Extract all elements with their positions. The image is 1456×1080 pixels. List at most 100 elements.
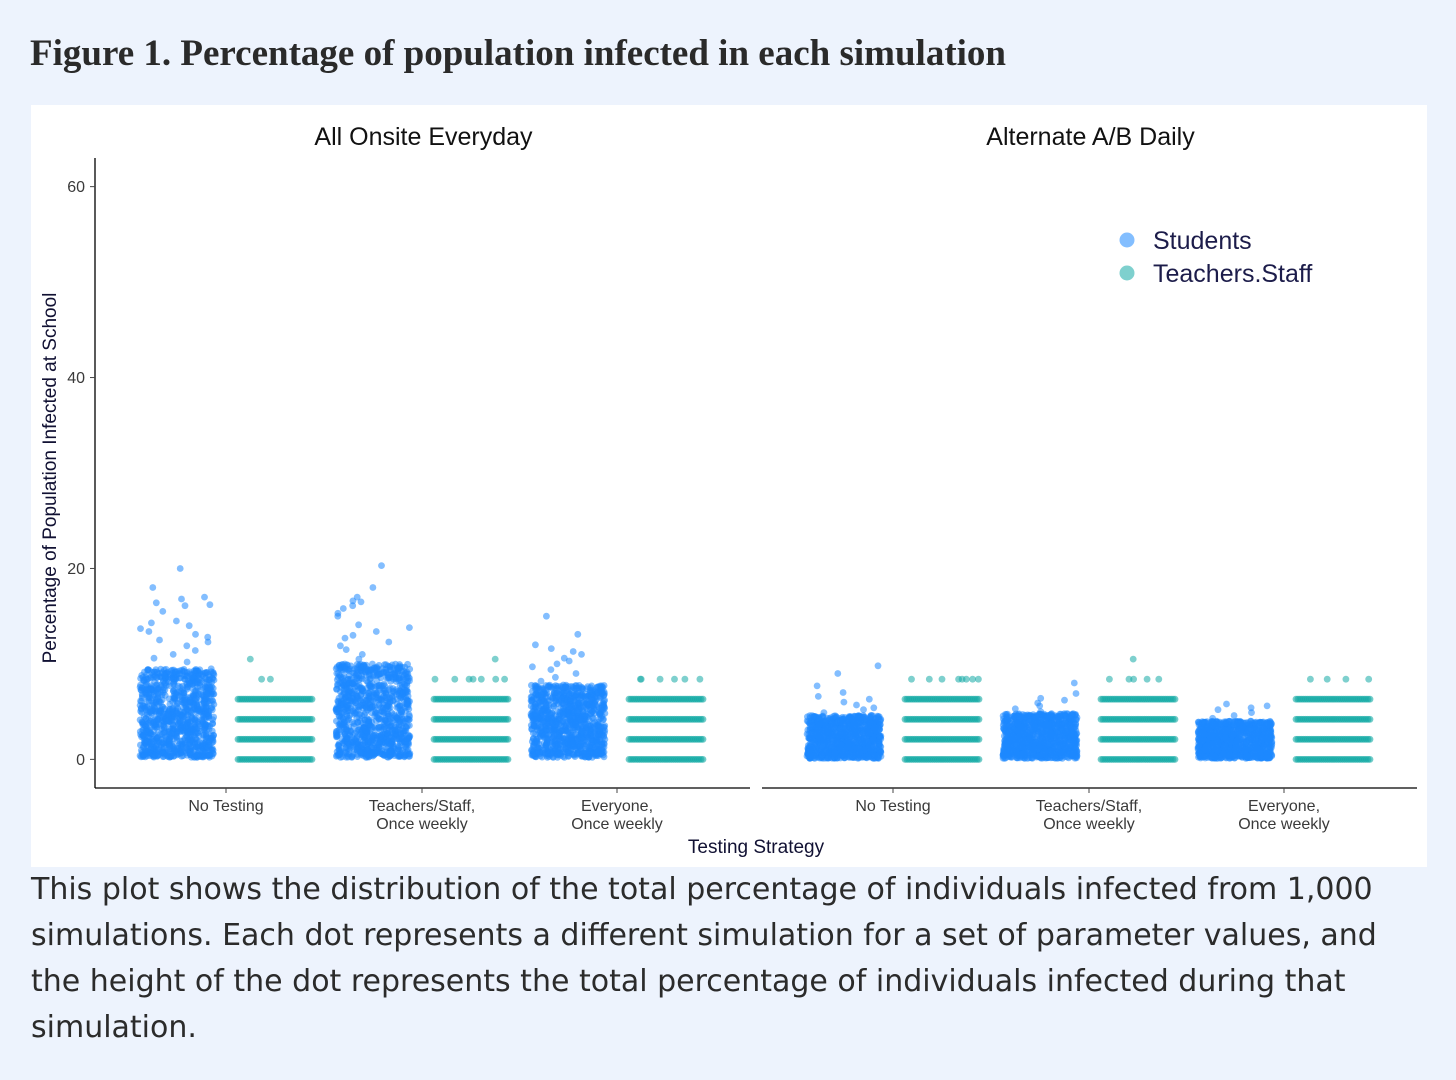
students-point bbox=[536, 685, 544, 693]
teachers-staff-point bbox=[431, 675, 439, 683]
students-point bbox=[353, 593, 361, 601]
students-point bbox=[559, 700, 566, 708]
teachers-staff-point bbox=[504, 715, 512, 723]
students-point bbox=[865, 695, 873, 703]
students-point bbox=[385, 638, 393, 646]
teachers-staff-point bbox=[925, 675, 933, 683]
students-point bbox=[403, 724, 410, 732]
students-point bbox=[853, 701, 860, 709]
students-point bbox=[153, 734, 161, 742]
students-point bbox=[541, 743, 549, 751]
students-point bbox=[144, 738, 151, 745]
students-point bbox=[406, 665, 414, 673]
students-point bbox=[339, 715, 347, 723]
students-point bbox=[204, 633, 212, 641]
students-point bbox=[810, 713, 818, 720]
students-point bbox=[351, 665, 358, 673]
y-tick-label: 40 bbox=[67, 370, 85, 387]
students-point bbox=[181, 602, 189, 610]
students-point bbox=[871, 752, 878, 760]
chart-panel: 0 20 40 60 Percentage of Population Infected… bbox=[31, 105, 1427, 867]
students-point bbox=[196, 676, 204, 683]
students-point bbox=[551, 721, 559, 729]
students-point bbox=[532, 641, 539, 649]
students-point bbox=[372, 628, 380, 635]
students-point bbox=[333, 708, 340, 715]
students-point bbox=[156, 704, 164, 712]
students-point bbox=[364, 699, 371, 707]
teachers-staff-point bbox=[671, 675, 678, 683]
students-point bbox=[149, 699, 157, 707]
students-point bbox=[201, 593, 208, 601]
students-point bbox=[844, 753, 852, 761]
students-point bbox=[572, 670, 580, 677]
students-point bbox=[824, 714, 831, 722]
students-point bbox=[173, 709, 181, 717]
students-point bbox=[572, 721, 580, 728]
students-point bbox=[174, 719, 182, 727]
teachers-staff-point bbox=[308, 735, 316, 743]
students-point bbox=[394, 753, 402, 760]
students-point bbox=[204, 743, 212, 751]
students-point bbox=[539, 718, 547, 726]
students-point bbox=[808, 733, 815, 741]
students-point bbox=[546, 736, 554, 743]
teachers-staff-point bbox=[491, 655, 499, 663]
students-point bbox=[375, 682, 382, 690]
students-point bbox=[178, 595, 185, 603]
students-point bbox=[361, 667, 369, 675]
students-point bbox=[366, 750, 373, 758]
students-point bbox=[872, 715, 879, 723]
students-point bbox=[358, 651, 366, 658]
students-point bbox=[173, 742, 181, 750]
teachers-staff-point bbox=[477, 675, 485, 683]
students-point bbox=[159, 713, 167, 720]
students-point bbox=[855, 739, 863, 747]
students-point bbox=[152, 599, 160, 607]
teachers-staff-point bbox=[308, 715, 316, 723]
x-tick-label: Teachers/Staff, Once weekly bbox=[1036, 798, 1142, 833]
students-point bbox=[564, 728, 572, 736]
students-point bbox=[160, 729, 168, 737]
students-point bbox=[564, 753, 572, 760]
students-point bbox=[199, 753, 206, 761]
students-point bbox=[179, 682, 187, 690]
students-point bbox=[392, 714, 400, 721]
students-point bbox=[161, 671, 168, 679]
students-point bbox=[351, 679, 359, 686]
students-point bbox=[569, 648, 577, 655]
teachers-staff-point bbox=[938, 675, 946, 683]
students-point bbox=[192, 667, 200, 674]
students-point bbox=[381, 723, 389, 730]
students-point bbox=[529, 729, 537, 737]
students-point bbox=[173, 668, 181, 675]
students-point bbox=[831, 725, 839, 732]
students-point bbox=[183, 672, 190, 680]
students-point bbox=[140, 677, 147, 684]
students-point bbox=[860, 726, 867, 734]
students-point bbox=[386, 747, 394, 755]
students-point bbox=[374, 747, 382, 754]
students-point bbox=[543, 612, 550, 620]
students-point bbox=[359, 743, 367, 750]
students-point bbox=[834, 670, 842, 677]
students-point bbox=[169, 651, 177, 658]
students-point bbox=[139, 721, 147, 728]
students-point bbox=[145, 628, 153, 635]
students-point bbox=[565, 705, 573, 713]
students-point bbox=[137, 625, 144, 632]
students-point bbox=[822, 722, 830, 730]
students-point bbox=[140, 743, 147, 750]
teachers-staff-point bbox=[637, 675, 644, 683]
students-point bbox=[574, 734, 582, 742]
students-point bbox=[148, 738, 156, 745]
students-point bbox=[145, 716, 152, 724]
students-point bbox=[343, 734, 350, 742]
students-point bbox=[152, 693, 159, 700]
students-point bbox=[578, 651, 585, 658]
y-tick-label: 0 bbox=[76, 752, 85, 769]
teachers-staff-point bbox=[501, 675, 508, 683]
teachers-staff-point bbox=[975, 756, 983, 763]
students-point bbox=[334, 609, 342, 617]
students-point bbox=[173, 702, 181, 710]
